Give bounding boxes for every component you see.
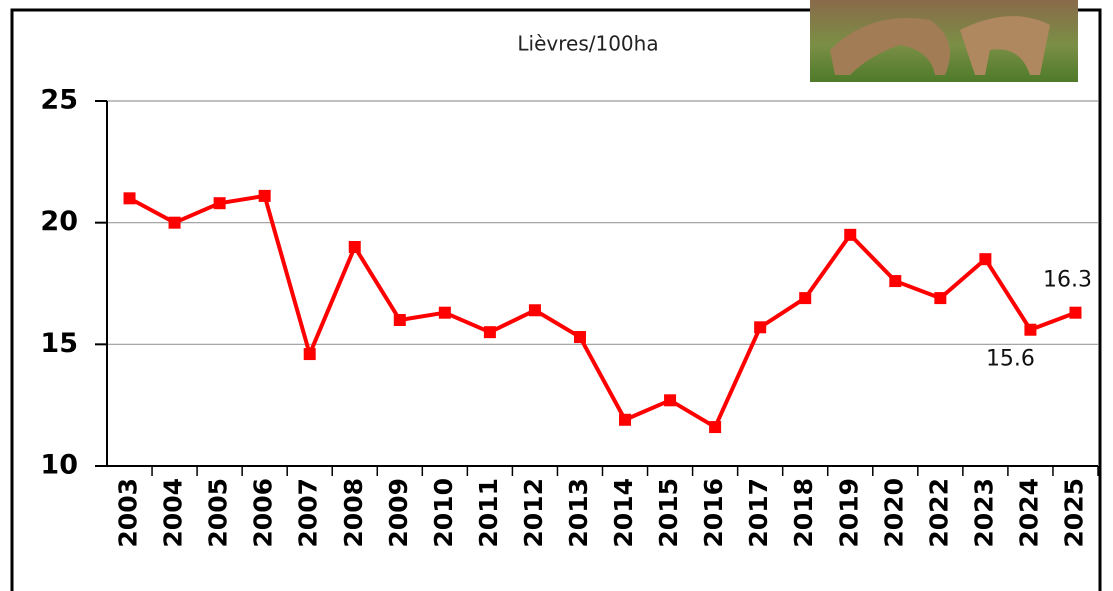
y-tick-label: 25	[40, 85, 78, 116]
y-tick-label: 15	[40, 328, 78, 359]
data-point	[304, 348, 316, 360]
data-point	[979, 253, 991, 265]
data-point	[844, 229, 856, 241]
data-point	[1069, 307, 1081, 319]
x-tick-label: 2005	[204, 478, 233, 548]
data-point	[709, 421, 721, 433]
data-point	[754, 321, 766, 333]
data-point	[799, 292, 811, 304]
data-point	[889, 275, 901, 287]
data-point	[169, 217, 181, 229]
data-point	[124, 192, 136, 204]
chart-title: Lièvres/100ha	[517, 32, 658, 56]
x-tick-label: 2004	[159, 478, 188, 548]
data-label: 16.3	[1043, 268, 1092, 293]
x-tick-label: 2011	[474, 478, 503, 548]
x-tick-label: 2007	[294, 478, 323, 548]
x-tick-label: 2013	[564, 478, 593, 548]
y-tick-label: 10	[40, 450, 78, 481]
x-tick-label: 2012	[519, 478, 548, 548]
data-point	[439, 307, 451, 319]
x-tick-label: 2003	[114, 478, 143, 548]
x-tick-label: 2018	[789, 478, 818, 548]
data-point	[349, 241, 361, 253]
x-tick-label: 2025	[1059, 478, 1088, 548]
x-tick-label: 2022	[924, 478, 953, 548]
x-tick-label: 2008	[339, 478, 368, 548]
x-tick-label: 2009	[384, 478, 413, 548]
data-label: 15.6	[986, 347, 1035, 372]
data-point	[394, 314, 406, 326]
data-point	[484, 326, 496, 338]
x-tick-label: 2015	[654, 478, 683, 548]
x-tick-label: 2010	[429, 478, 458, 548]
x-tick-label: 2014	[609, 478, 638, 548]
x-tick-label: 2023	[969, 478, 998, 548]
x-tick-label: 2020	[879, 478, 908, 548]
data-point	[214, 197, 226, 209]
x-tick-label: 2024	[1014, 478, 1043, 548]
data-point	[529, 304, 541, 316]
data-point	[619, 414, 631, 426]
x-tick-label: 2006	[249, 478, 278, 548]
data-point	[664, 394, 676, 406]
x-tick-label: 2019	[834, 478, 863, 548]
chart: Lièvres/100ha 10152025200320042005200620…	[0, 0, 1113, 591]
y-tick-label: 20	[40, 206, 78, 237]
x-tick-label: 2016	[699, 478, 728, 548]
x-tick-label: 2017	[744, 478, 773, 548]
data-point	[259, 190, 271, 202]
data-point	[934, 292, 946, 304]
data-point	[1024, 324, 1036, 336]
data-point	[574, 331, 586, 343]
